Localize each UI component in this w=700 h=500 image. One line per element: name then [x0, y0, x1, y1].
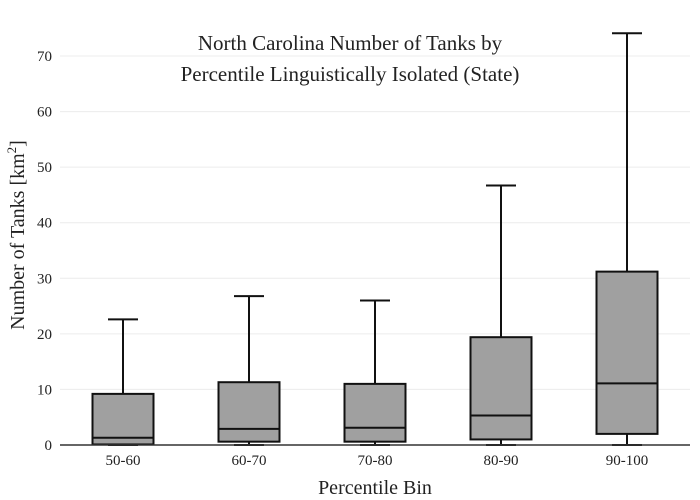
box-group-70-80	[343, 299, 407, 446]
iqr-box	[595, 270, 659, 435]
y-tick-label: 70	[37, 49, 52, 65]
y-tick-label: 60	[37, 105, 52, 121]
x-tick-label: 80-90	[484, 453, 519, 469]
x-tick-label: 90-100	[606, 453, 649, 469]
box-group-90-100	[595, 32, 659, 446]
y-tick-labels: 0 10 20 30 40 50 60 70	[37, 49, 52, 454]
y-axis-label-end: ]	[7, 140, 29, 147]
y-tick-label: 40	[37, 216, 52, 232]
y-axis-label-superscript: 2	[4, 147, 19, 154]
iqr-box	[343, 382, 407, 443]
box-group-60-70	[217, 295, 281, 446]
x-tick-label: 50-60	[106, 453, 141, 469]
box-group-50-60	[91, 318, 155, 446]
boxes	[91, 32, 659, 446]
chart-title-line-2: Percentile Linguistically Isolated (Stat…	[181, 62, 520, 86]
iqr-box	[91, 392, 155, 446]
y-axis-label-main: Number of Tanks [km	[7, 153, 29, 330]
y-tick-label: 30	[37, 271, 52, 287]
x-tick-label: 70-80	[358, 453, 393, 469]
iqr-box	[217, 381, 281, 443]
y-tick-label: 50	[37, 160, 52, 176]
y-tick-label: 10	[37, 382, 52, 398]
x-tick-labels: 50-60 60-70 70-80 80-90 90-100	[106, 453, 649, 469]
grid	[60, 55, 690, 390]
y-tick-label: 0	[45, 438, 53, 454]
y-tick-label: 20	[37, 327, 52, 343]
iqr-box	[469, 336, 533, 441]
x-axis-label: Percentile Bin	[318, 477, 432, 499]
chart-title-line-1: North Carolina Number of Tanks by	[198, 31, 503, 55]
y-axis-label: Number of Tanks [km2]	[4, 140, 29, 330]
box-group-80-90	[469, 184, 533, 446]
x-tick-label: 60-70	[232, 453, 267, 469]
